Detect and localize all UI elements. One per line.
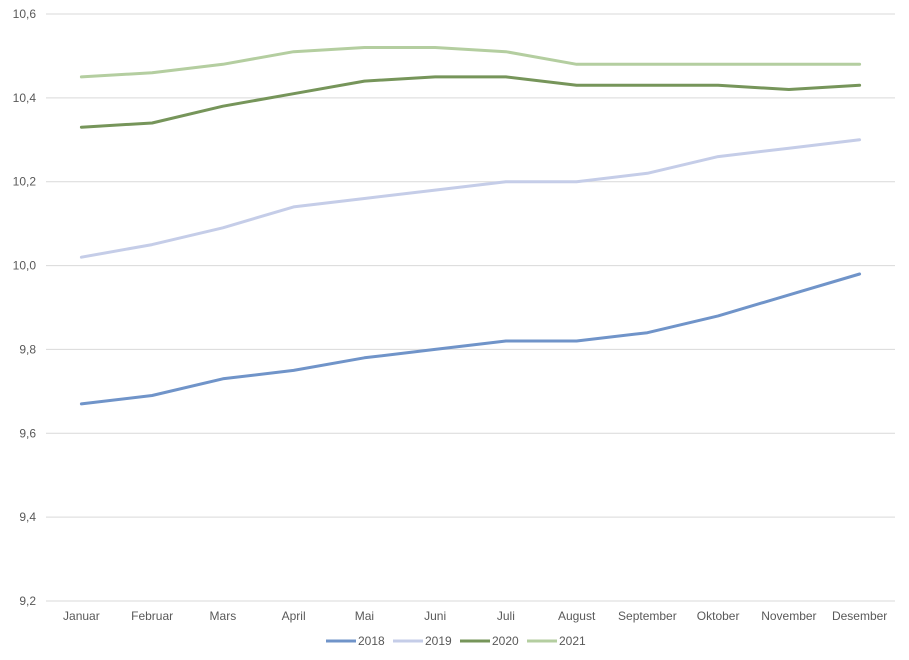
x-axis-tick-labels: Januar Februar Mars April Mai Juni Juli August S… <box>63 609 887 623</box>
y-tick-label: 9,4 <box>19 510 36 524</box>
legend: 2018 2019 2020 2021 <box>326 634 586 648</box>
x-tick-label: Desember <box>832 609 887 623</box>
x-tick-label: Oktober <box>697 609 740 623</box>
legend-label: 2021 <box>559 634 586 648</box>
legend-label: 2020 <box>492 634 519 648</box>
series-line-2021 <box>79 46 862 79</box>
legend-label: 2018 <box>358 634 385 648</box>
x-tick-label: Januar <box>63 609 100 623</box>
series-line-2019 <box>79 138 862 259</box>
y-tick-label: 10,2 <box>13 175 37 189</box>
y-tick-label: 10,0 <box>13 259 37 273</box>
x-tick-label: Juli <box>497 609 515 623</box>
y-tick-label: 9,6 <box>19 426 36 440</box>
x-tick-label: Mai <box>355 609 374 623</box>
y-tick-label: 9,8 <box>19 342 36 356</box>
x-tick-label: August <box>558 609 596 623</box>
legend-label: 2019 <box>425 634 452 648</box>
y-axis-tick-labels: 9,2 9,4 9,6 9,8 10,0 10,2 10,4 10,6 <box>13 7 37 608</box>
y-tick-label: 10,4 <box>13 91 37 105</box>
x-tick-label: April <box>282 609 306 623</box>
gridlines <box>46 13 895 602</box>
x-tick-label: November <box>761 609 816 623</box>
x-tick-label: Juni <box>424 609 446 623</box>
series-lines <box>79 46 862 406</box>
x-tick-label: September <box>618 609 677 623</box>
x-tick-label: Februar <box>131 609 173 623</box>
series-line-2018 <box>79 272 862 406</box>
y-tick-label: 9,2 <box>19 594 36 608</box>
x-tick-label: Mars <box>210 609 237 623</box>
series-line-2020 <box>79 75 862 129</box>
y-tick-label: 10,6 <box>13 7 37 21</box>
